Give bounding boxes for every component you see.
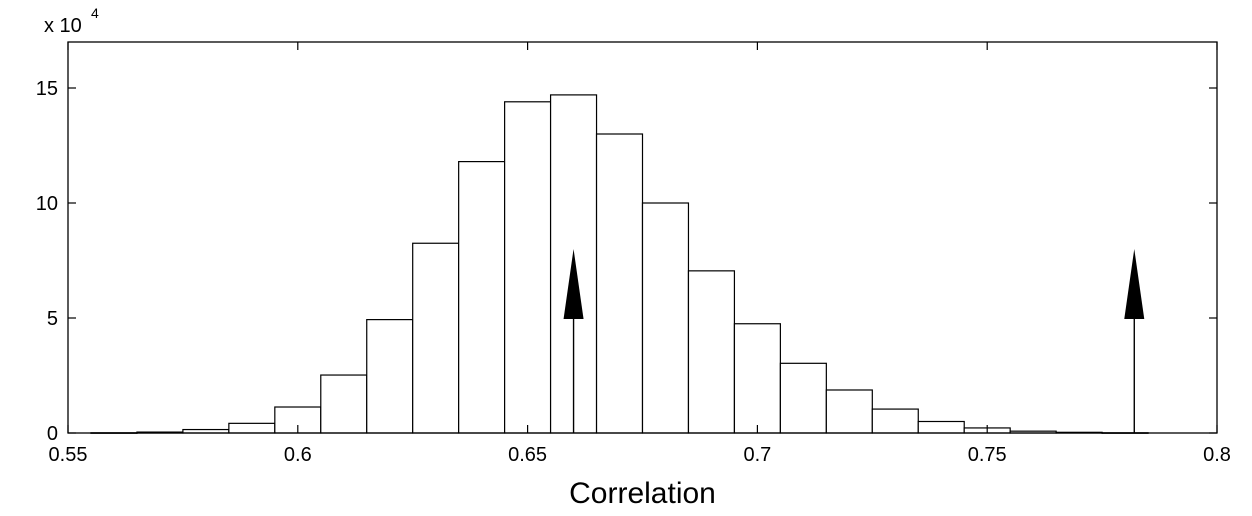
y-tick-label-0: 0 [47,423,58,445]
x-tick-label-0: 0.55 [49,444,88,466]
histogram-bar-11 [595,133,644,434]
histogram-bar-16 [825,389,873,434]
x-tick-label-4: 0.75 [968,444,1007,466]
histogram-bar-6 [366,319,414,434]
y-tick-label-2: 10 [36,193,58,215]
x-tick-label-5: 0.8 [1203,444,1231,466]
arrow-head-0 [563,249,584,319]
y-tick-label-3: 15 [36,78,58,100]
y-tick-label-1: 5 [47,308,58,330]
histogram-bar-12 [641,202,690,434]
histogram-bar-5 [320,374,368,434]
histogram-bar-9 [504,101,552,434]
x-tick-label-2: 0.65 [508,444,547,466]
x-axis-title: Correlation [569,477,716,510]
histogram-bar-7 [412,242,460,434]
y-multiplier-exponent: 4 [91,5,99,21]
x-tick-labels: 0.55 0.6 0.65 0.7 0.75 0.8 [49,444,1231,466]
histogram-bar-15 [779,362,827,434]
y-tick-labels: 0 5 10 15 [36,78,58,445]
histogram-bar-8 [458,161,506,434]
x-tick-label-1: 0.6 [284,444,312,466]
axis-ticks [67,42,1218,434]
arrow-head-1 [1124,249,1145,319]
histogram-bar-17 [871,408,919,434]
y-multiplier-label: x 10 [44,15,82,37]
histogram-bar-18 [917,420,965,434]
histogram-bar-13 [687,270,736,434]
histogram-bars [90,94,1149,434]
histogram-bar-3 [228,422,276,434]
plot-area-frame [67,41,1218,434]
histogram-bar-14 [733,323,781,434]
annotation-arrows [563,249,1145,433]
x-tick-label-3: 0.7 [743,444,771,466]
